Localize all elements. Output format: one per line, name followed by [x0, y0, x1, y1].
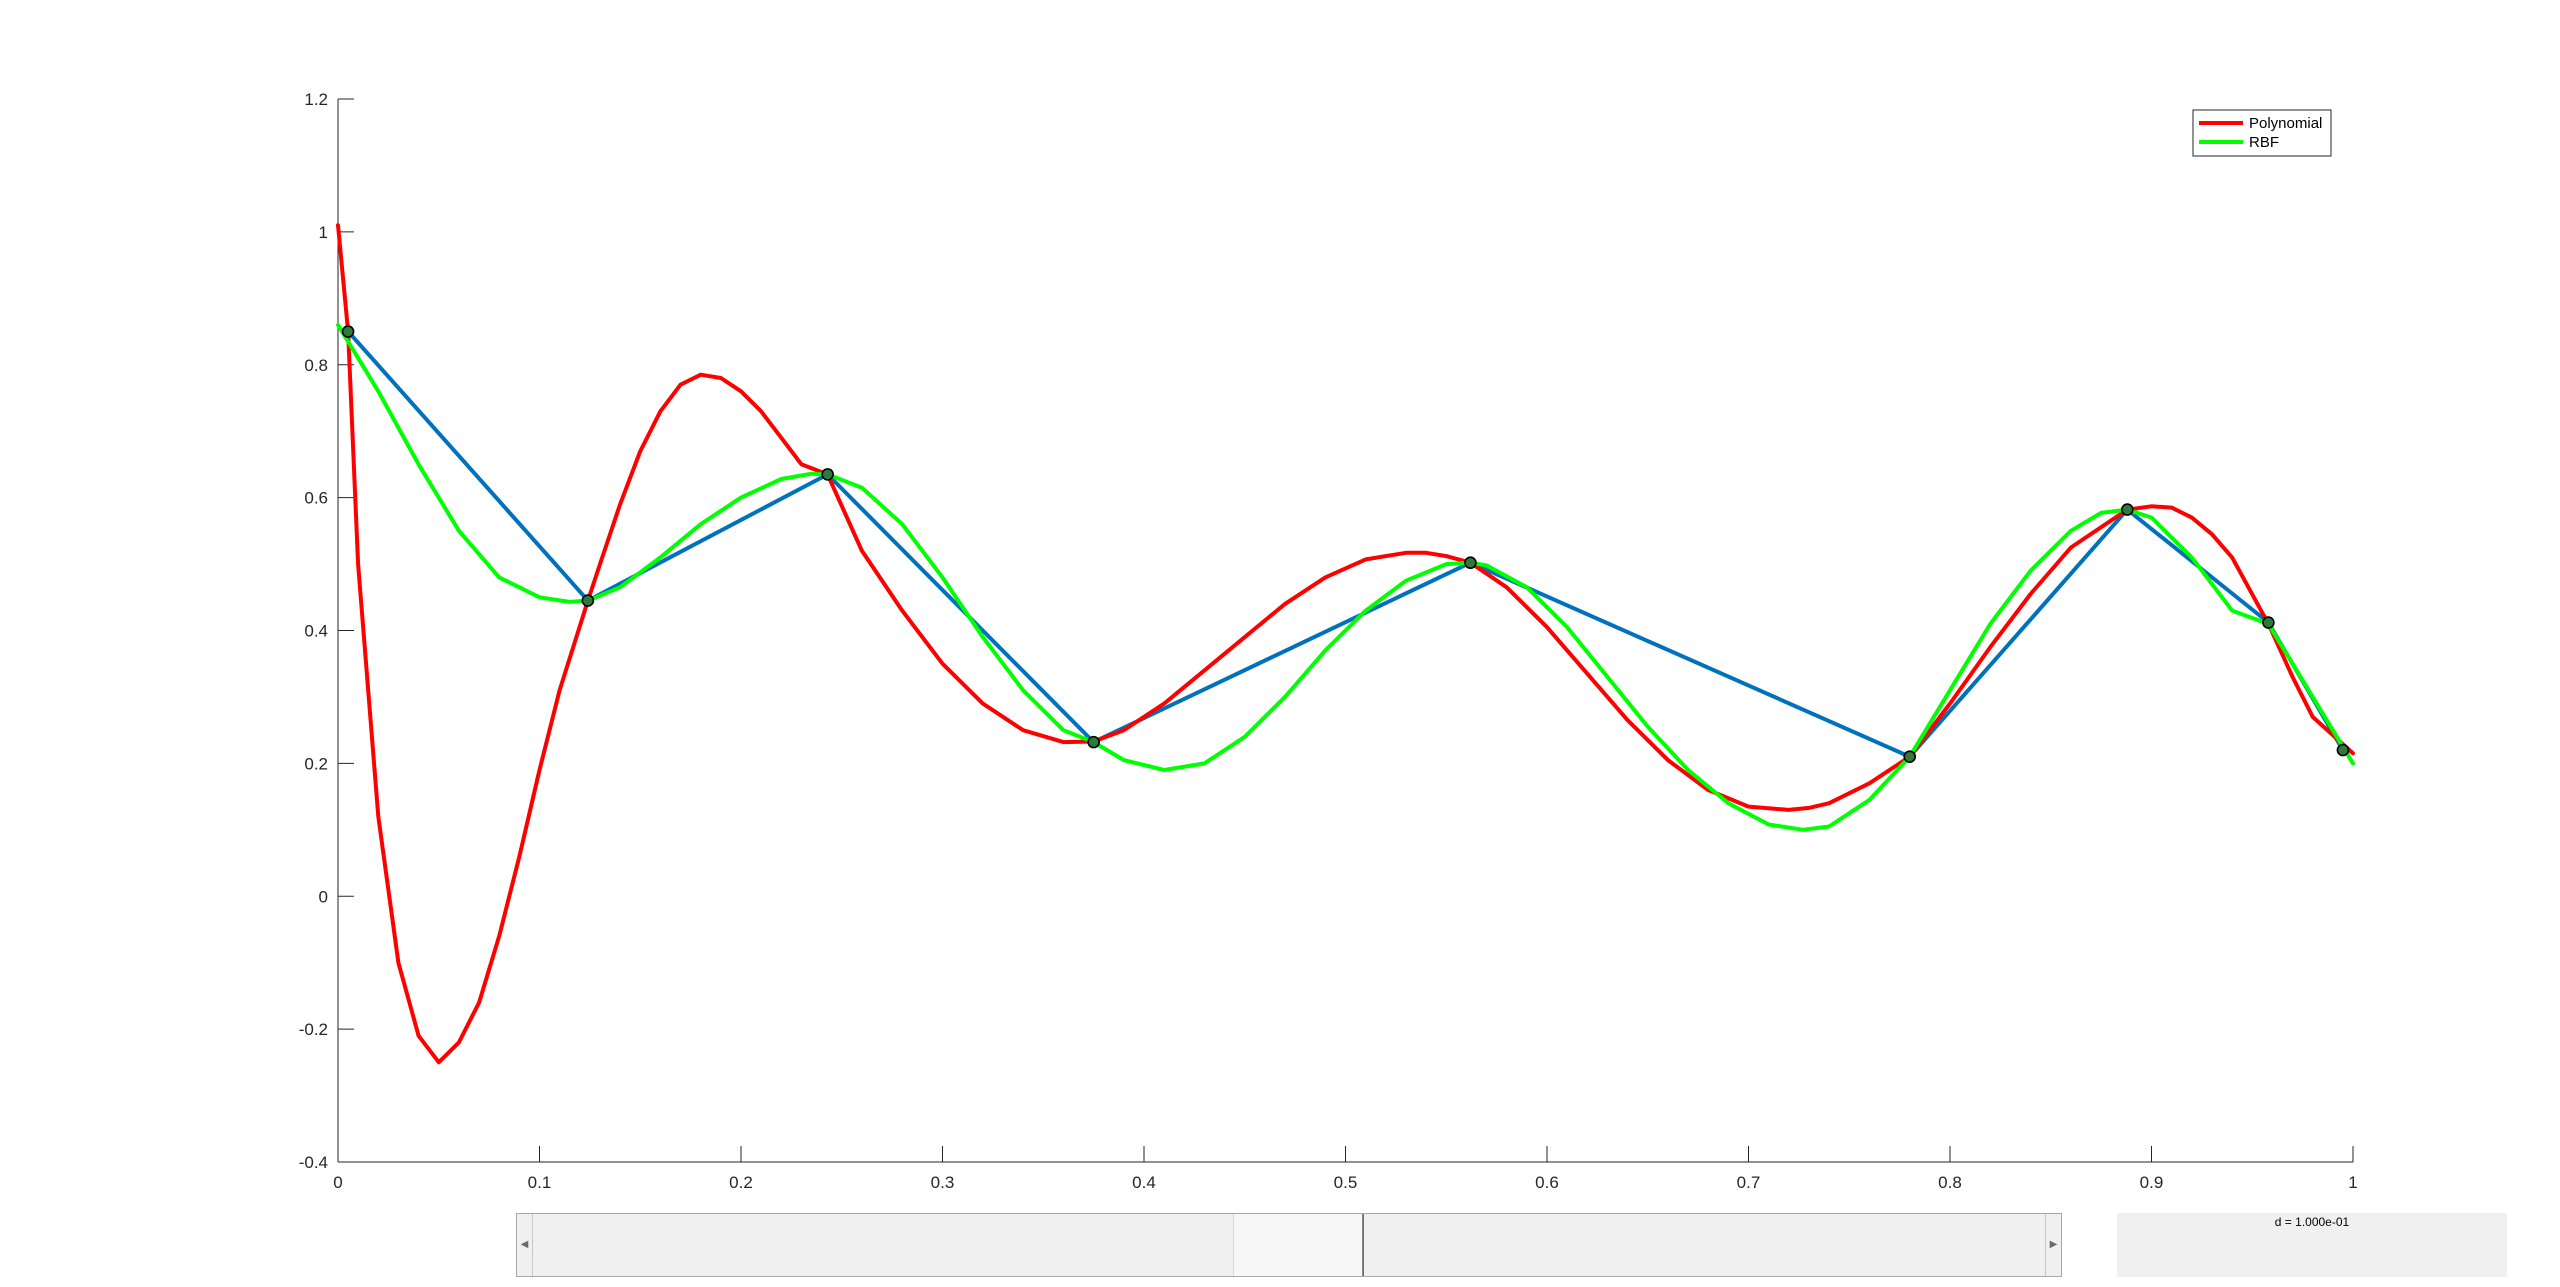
legend-box: [2192, 109, 2332, 157]
y-tick-label: 0.8: [304, 356, 328, 375]
data-point-marker: [2262, 616, 2275, 629]
chevron-right-icon: ▶: [2049, 1239, 2058, 1250]
legend-label-rbf: RBF: [2249, 134, 2279, 151]
x-tick-label: 0: [333, 1173, 342, 1192]
data-point-marker: [2336, 743, 2350, 757]
x-tick-label: 0.1: [528, 1173, 552, 1192]
d-readout-text: d = 1.000e-01: [2274, 1215, 2350, 1229]
y-tick-label: 1: [319, 223, 328, 242]
y-tick-label: 0.2: [304, 754, 328, 773]
x-tick-label: 1: [2348, 1173, 2357, 1192]
y-tick-label: -0.2: [299, 1020, 328, 1039]
data-point-marker: [341, 325, 355, 338]
series-line-polynomial: [336, 223, 2355, 1065]
x-tick-label: 0.6: [1535, 1173, 1559, 1192]
data-point-marker: [1464, 556, 1477, 570]
y-tick-label: -0.4: [299, 1153, 328, 1172]
d-readout: d = 1.000e-01: [2117, 1213, 2507, 1277]
x-tick-label: 0.7: [1737, 1173, 1761, 1192]
marker-layer: [341, 325, 2350, 764]
slider-thumb[interactable]: [1234, 1214, 1363, 1276]
slider-trough-right[interactable]: [1363, 1214, 2045, 1276]
data-point-marker: [821, 468, 834, 481]
data-point-marker: [2121, 503, 2134, 516]
data-point-marker: [1087, 735, 1100, 749]
x-tick-label: 0.2: [729, 1173, 753, 1192]
d-slider[interactable]: ◀ ▶: [516, 1213, 2062, 1277]
data-point-marker: [581, 594, 595, 607]
y-tick-label: 0: [319, 887, 328, 906]
x-tick-label: 0.3: [931, 1173, 955, 1192]
y-tick-label: 0.4: [304, 622, 328, 641]
slider-left-arrow[interactable]: ◀: [517, 1214, 533, 1276]
y-tick-label: 1.2: [304, 90, 328, 109]
data-point-marker: [1903, 750, 1916, 764]
chevron-left-icon: ◀: [520, 1239, 529, 1250]
x-tick-label: 0.5: [1334, 1173, 1358, 1192]
x-tick-label: 0.8: [1938, 1173, 1962, 1192]
legend-label-polynomial: Polynomial: [2249, 115, 2322, 132]
axes: 0 0.1 0.2 0.3 0.4 0.5 0.6 0.7 0.8 0.9 1 -0.4 -0.2 0 0.…: [299, 90, 2358, 1192]
slider-right-arrow[interactable]: ▶: [2045, 1214, 2061, 1276]
x-tick-label: 0.9: [2140, 1173, 2164, 1192]
x-tick-label: 0.4: [1132, 1173, 1156, 1192]
legend: Polynomial RBF: [2192, 109, 2332, 157]
series-line-rbf: [336, 322, 2355, 832]
y-tick-label: 0.6: [304, 489, 328, 508]
slider-trough-left[interactable]: [533, 1214, 1234, 1276]
